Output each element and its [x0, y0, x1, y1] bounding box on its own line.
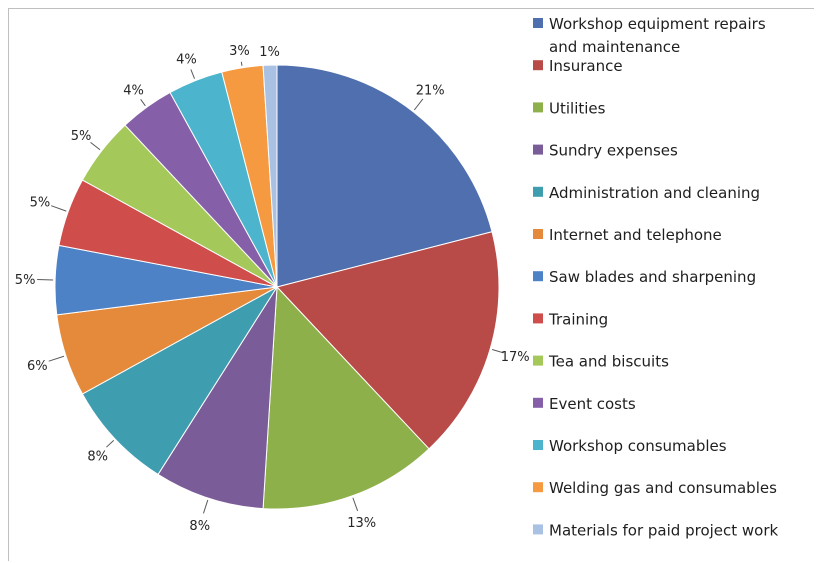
leader-line-administration-and-cleaning	[106, 439, 115, 448]
chart-frame	[8, 8, 814, 561]
pie-slice-sundry-expenses	[157, 286, 278, 510]
leader-line-sundry-expenses	[202, 499, 209, 514]
legend-swatch-workshop-equipment-repairs-and-maintenance	[533, 18, 543, 28]
legend-swatch-tea-and-biscuits	[533, 355, 543, 366]
legend: Workshop equipment repairs and maintenanc…	[533, 15, 779, 539]
legend-item-insurance: Insurance	[533, 57, 623, 75]
legend-swatch-welding-gas-and-consumables	[533, 482, 543, 493]
data-label-training: 5%	[30, 196, 51, 211]
data-label-event-costs: 4%	[123, 84, 144, 99]
legend-item-training: Training	[533, 310, 608, 328]
legend-swatch-workshop-consumables	[533, 440, 543, 450]
leader-line-workshop-equipment-repairs-and-maintenance	[413, 98, 424, 111]
legend-item-materials-for-paid-project-work: Materials for paid project work	[533, 521, 779, 539]
legend-item-workshop-equipment-repairs-and-maintenance: Workshop equipment repairs and maintenanc…	[533, 15, 766, 56]
data-label-insurance: 17%	[501, 350, 530, 365]
legend-item-tea-and-biscuits: Tea and biscuits	[533, 353, 669, 371]
legend-swatch-utilities	[533, 102, 543, 113]
legend-item-internet-and-telephone: Internet and telephone	[533, 226, 722, 244]
data-label-welding-gas-and-consumables: 3%	[229, 44, 250, 59]
legend-label: Saw blades and sharpening	[549, 268, 756, 286]
pie-slice-utilities	[262, 285, 430, 510]
legend-label: Materials for paid project work	[549, 521, 779, 539]
legend-label: Insurance	[549, 57, 623, 75]
legend-swatch-administration-and-cleaning	[533, 186, 543, 197]
legend-label: Administration and cleaning	[549, 184, 760, 202]
legend-label: Internet and telephone	[549, 226, 722, 244]
pie-data-labels: 21% 17% 13% 8% 8% 6% 5% 5% 5% 4% 4% 3% 1%	[15, 44, 530, 534]
data-label-sundry-expenses: 8%	[189, 519, 210, 534]
leader-line-workshop-consumables	[190, 69, 196, 79]
leader-line-welding-gas-and-consumables	[240, 61, 243, 66]
pie-slice-insurance	[276, 231, 500, 450]
legend-label: Event costs	[549, 395, 636, 413]
leader-line-saw-blades-and-sharpening	[37, 278, 54, 281]
label-leader-lines	[37, 61, 504, 514]
legend-label: Workshop consumables	[549, 437, 727, 455]
leader-line-event-costs	[140, 99, 146, 107]
legend-label: Training	[548, 310, 608, 328]
legend-swatch-saw-blades-and-sharpening	[533, 271, 543, 282]
legend-label: Utilities	[549, 99, 606, 117]
data-label-workshop-consumables: 4%	[176, 52, 197, 67]
legend-item-sundry-expenses: Sundry expenses	[533, 142, 678, 160]
legend-swatch-sundry-expenses	[533, 144, 543, 155]
data-label-saw-blades-and-sharpening: 5%	[15, 273, 36, 288]
data-label-internet-and-telephone: 6%	[27, 359, 48, 374]
pie-slice-workshop-equipment-repairs-and-maintenance	[276, 64, 493, 288]
legend-swatch-internet-and-telephone	[533, 229, 543, 239]
leader-line-training	[51, 205, 67, 212]
legend-item-event-costs: Event costs	[533, 395, 636, 413]
legend-label: Sundry expenses	[549, 142, 678, 160]
legend-label: Welding gas and consumables	[549, 479, 777, 497]
legend-item-utilities: Utilities	[533, 99, 606, 117]
data-label-tea-and-biscuits: 5%	[71, 129, 92, 144]
data-label-materials-for-paid-project-work: 1%	[259, 45, 280, 60]
leader-line-insurance	[491, 349, 504, 354]
legend-label: Workshop equipment repairs	[549, 15, 766, 33]
leader-line-tea-and-biscuits	[90, 141, 101, 151]
data-label-utilities: 13%	[347, 516, 376, 531]
data-label-workshop-equipment-repairs-and-maintenance: 21%	[416, 83, 445, 98]
legend-item-saw-blades-and-sharpening: Saw blades and sharpening	[533, 268, 756, 286]
legend-swatch-insurance	[533, 60, 543, 71]
leader-line-internet-and-telephone	[48, 355, 65, 362]
legend-label: and maintenance	[549, 38, 680, 56]
pie-slices	[54, 64, 500, 510]
legend-item-workshop-consumables: Workshop consumables	[533, 437, 727, 455]
pie-slice-administration-and-cleaning	[81, 286, 278, 476]
legend-swatch-materials-for-paid-project-work	[533, 524, 543, 535]
data-label-administration-and-cleaning: 8%	[87, 449, 108, 464]
legend-label: Tea and biscuits	[548, 353, 669, 371]
pie-slice-materials-for-paid-project-work	[262, 64, 278, 288]
leader-line-utilities	[352, 497, 359, 512]
legend-item-welding-gas-and-consumables: Welding gas and consumables	[533, 479, 777, 497]
legend-item-administration-and-cleaning: Administration and cleaning	[533, 184, 760, 202]
legend-swatch-training	[533, 313, 543, 324]
legend-swatch-event-costs	[533, 397, 543, 408]
